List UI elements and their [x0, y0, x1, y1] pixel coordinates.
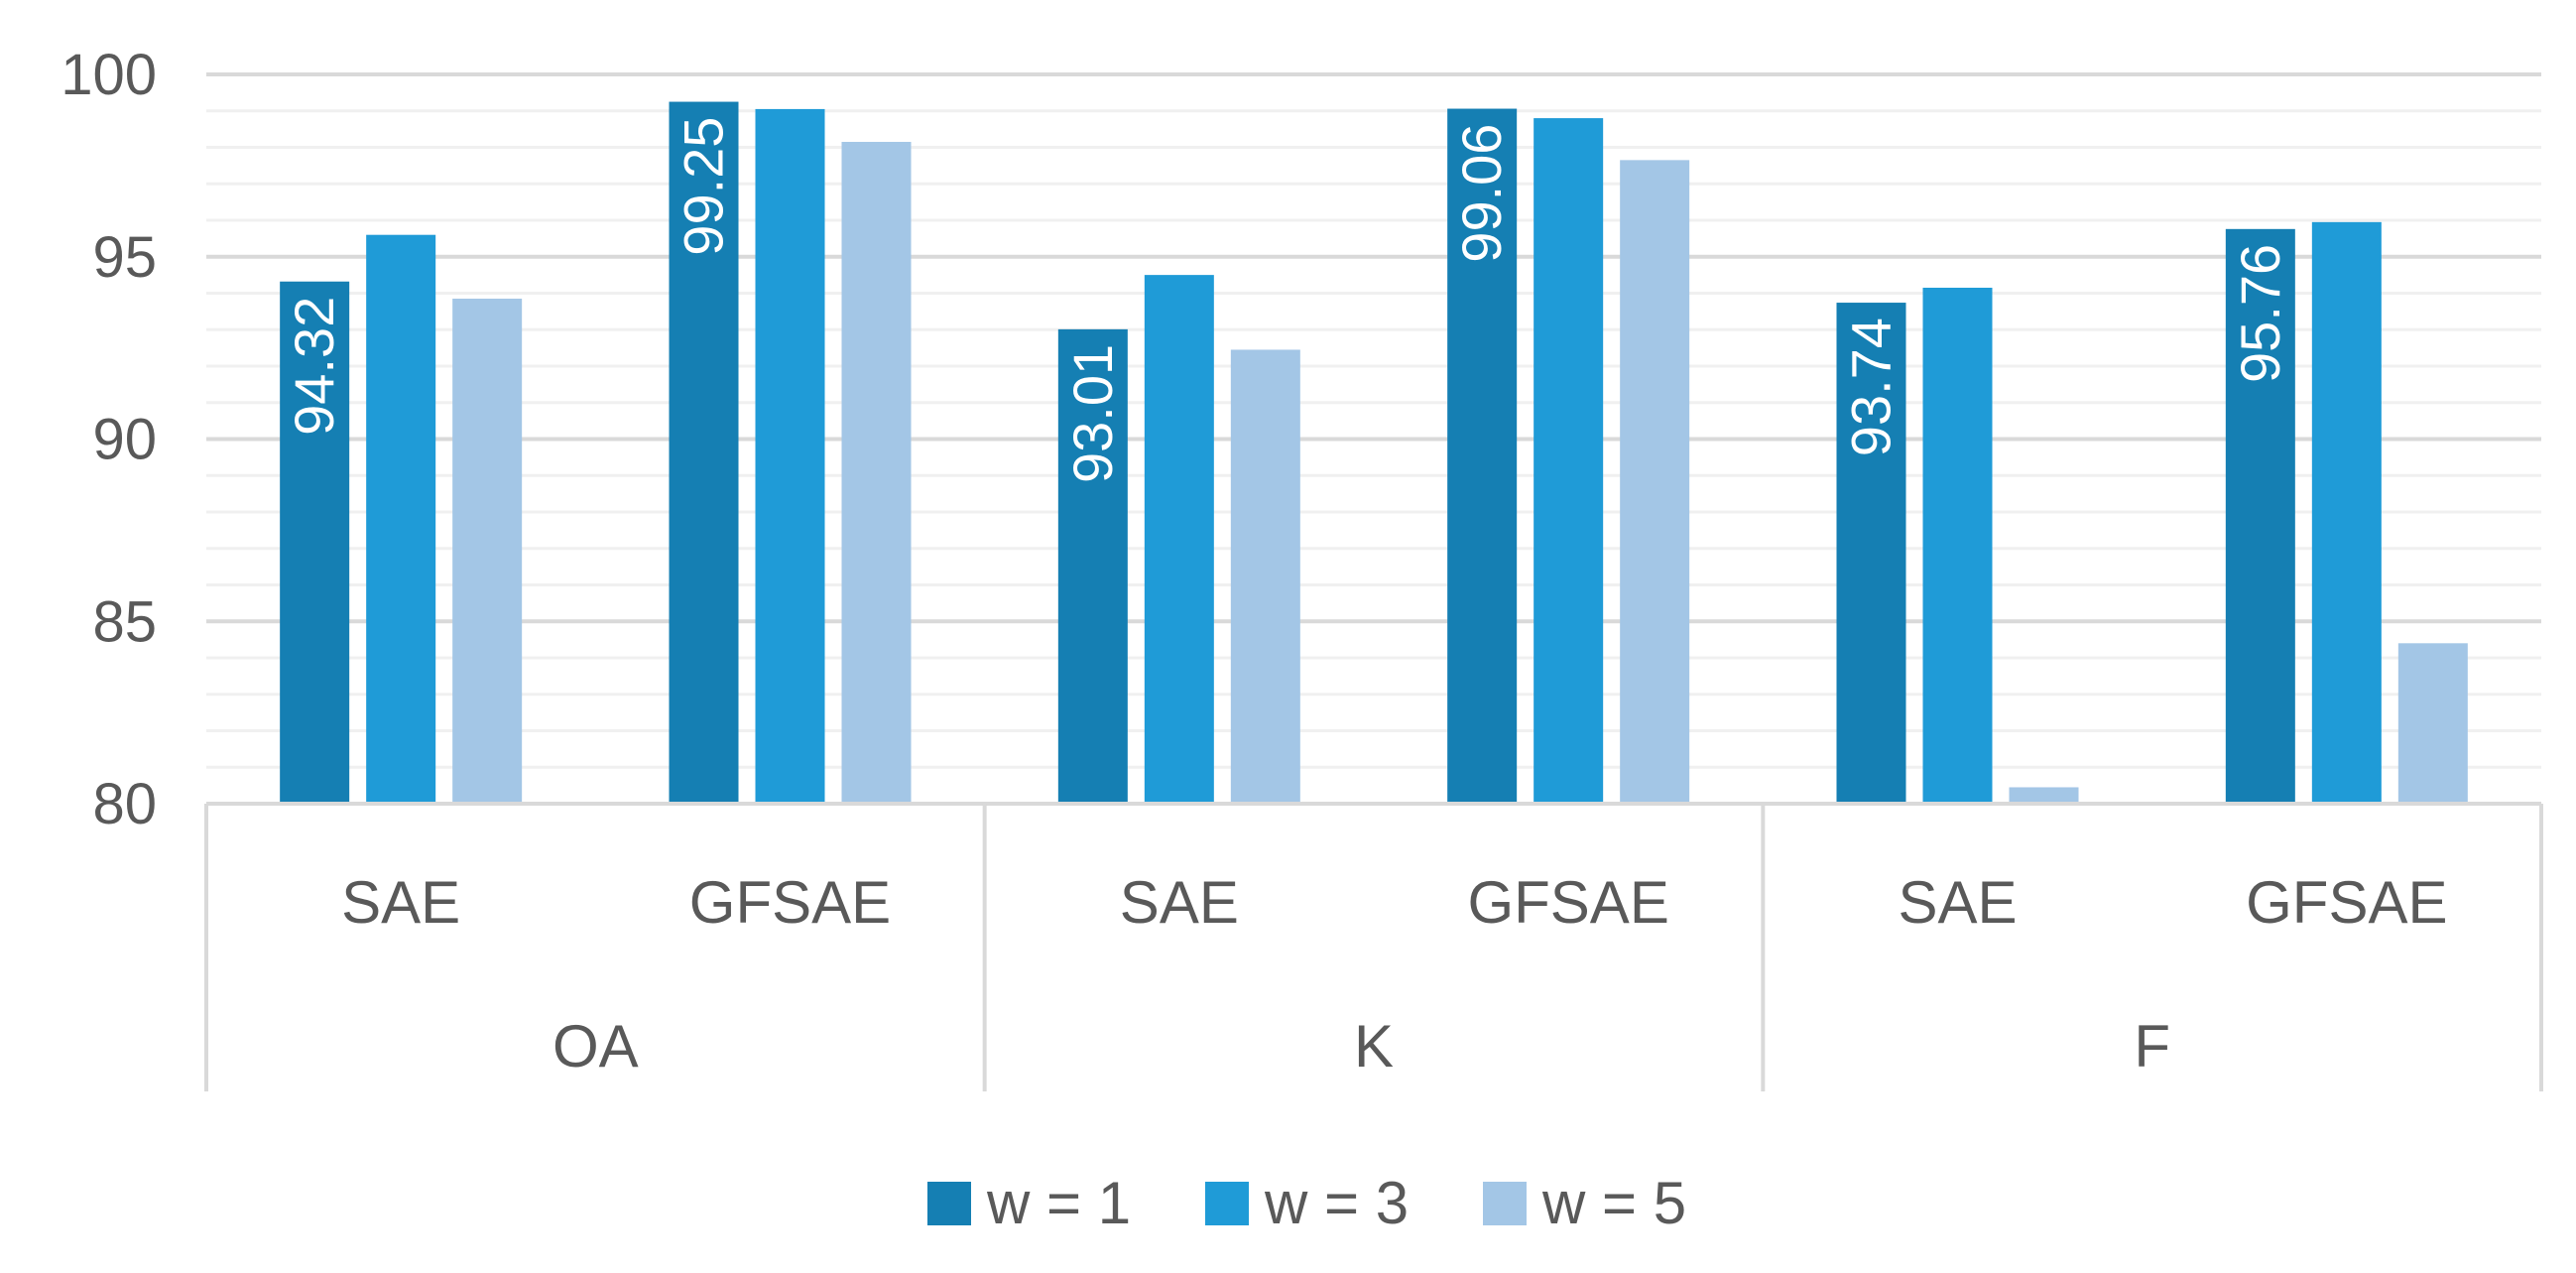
- y-tick-label: 90: [92, 408, 157, 472]
- axes: 80 85 90 95 100 SAE GFSAE SAE GFSAE SAE GFSAE OA K F: [61, 43, 2543, 1091]
- legend-label: w = 3: [1264, 1170, 1409, 1236]
- bar: [1230, 349, 1300, 804]
- x-group-label: OA: [552, 1013, 639, 1080]
- bar: [1620, 160, 1690, 805]
- bar: [280, 281, 350, 804]
- bar: [1533, 118, 1604, 805]
- y-tick-label: 95: [92, 225, 157, 290]
- legend: w = 1 w = 3 w = 5: [927, 1170, 1686, 1236]
- bar: [1836, 303, 1906, 804]
- bar: [841, 141, 912, 805]
- legend-item: w = 5: [1483, 1170, 1686, 1236]
- bar: [366, 234, 436, 804]
- x-category-label: SAE: [341, 869, 460, 936]
- bar-data-label: 93.74: [1840, 318, 1902, 456]
- bar-data-label: 99.25: [673, 117, 735, 256]
- x-group-label: F: [2134, 1013, 2170, 1080]
- bar: [452, 299, 523, 804]
- x-category-label: GFSAE: [689, 869, 891, 936]
- bar: [2009, 787, 2079, 804]
- bar: [2397, 643, 2468, 804]
- y-tick-label: 100: [61, 43, 157, 107]
- bar: [669, 101, 739, 804]
- x-category-label: GFSAE: [1467, 869, 1668, 936]
- grid: [206, 72, 2541, 769]
- bar: [1057, 328, 1128, 804]
- bar-data-label: 95.76: [2229, 244, 2291, 383]
- legend-item: w = 3: [1205, 1170, 1409, 1236]
- bars: [280, 101, 2468, 805]
- data-labels: 94.32 99.25 93.01 99.06 93.74 95.76: [283, 117, 2291, 483]
- x-category-label: SAE: [1898, 869, 2017, 936]
- bar-data-label: 99.06: [1450, 124, 1513, 263]
- x-group-label: K: [1354, 1013, 1394, 1080]
- bar: [1922, 287, 1993, 804]
- legend-item: w = 1: [927, 1170, 1131, 1236]
- bar: [755, 108, 825, 805]
- x-category-label: SAE: [1120, 869, 1239, 936]
- legend-swatch: [1483, 1182, 1527, 1225]
- bar: [2311, 221, 2382, 804]
- legend-label: w = 1: [986, 1170, 1131, 1236]
- legend-label: w = 5: [1541, 1170, 1686, 1236]
- legend-swatch: [927, 1182, 971, 1225]
- legend-swatch: [1205, 1182, 1249, 1225]
- bar: [1447, 108, 1518, 805]
- y-tick-label: 85: [92, 589, 157, 654]
- y-tick-label: 80: [92, 772, 157, 836]
- bar-data-label: 94.32: [283, 297, 345, 436]
- bar: [1144, 275, 1214, 804]
- bar-data-label: 93.01: [1061, 344, 1124, 483]
- x-category-label: GFSAE: [2246, 869, 2447, 936]
- bar: [2225, 228, 2295, 804]
